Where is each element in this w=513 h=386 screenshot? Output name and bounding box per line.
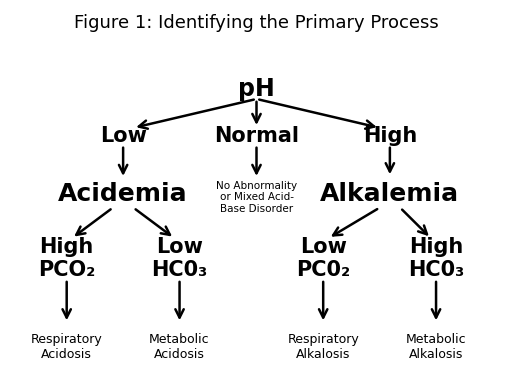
Text: Normal: Normal bbox=[214, 126, 299, 146]
Text: High: High bbox=[363, 126, 417, 146]
Text: Low
HC0₃: Low HC0₃ bbox=[151, 237, 208, 280]
Text: Low
PC0₂: Low PC0₂ bbox=[296, 237, 350, 280]
Text: Acidemia: Acidemia bbox=[58, 182, 188, 206]
Text: Metabolic
Alkalosis: Metabolic Alkalosis bbox=[406, 333, 466, 361]
Text: High
HC0₃: High HC0₃ bbox=[408, 237, 464, 280]
Text: Low: Low bbox=[100, 126, 147, 146]
Text: Respiratory
Alkalosis: Respiratory Alkalosis bbox=[287, 333, 359, 361]
Text: pH: pH bbox=[238, 77, 275, 101]
Text: Metabolic
Acidosis: Metabolic Acidosis bbox=[149, 333, 210, 361]
Text: High
PCO₂: High PCO₂ bbox=[38, 237, 95, 280]
Text: No Abnormality
or Mixed Acid-
Base Disorder: No Abnormality or Mixed Acid- Base Disor… bbox=[216, 181, 297, 214]
Text: Alkalemia: Alkalemia bbox=[320, 182, 460, 206]
Text: Respiratory
Acidosis: Respiratory Acidosis bbox=[31, 333, 103, 361]
Text: Figure 1: Identifying the Primary Process: Figure 1: Identifying the Primary Proces… bbox=[74, 14, 439, 32]
